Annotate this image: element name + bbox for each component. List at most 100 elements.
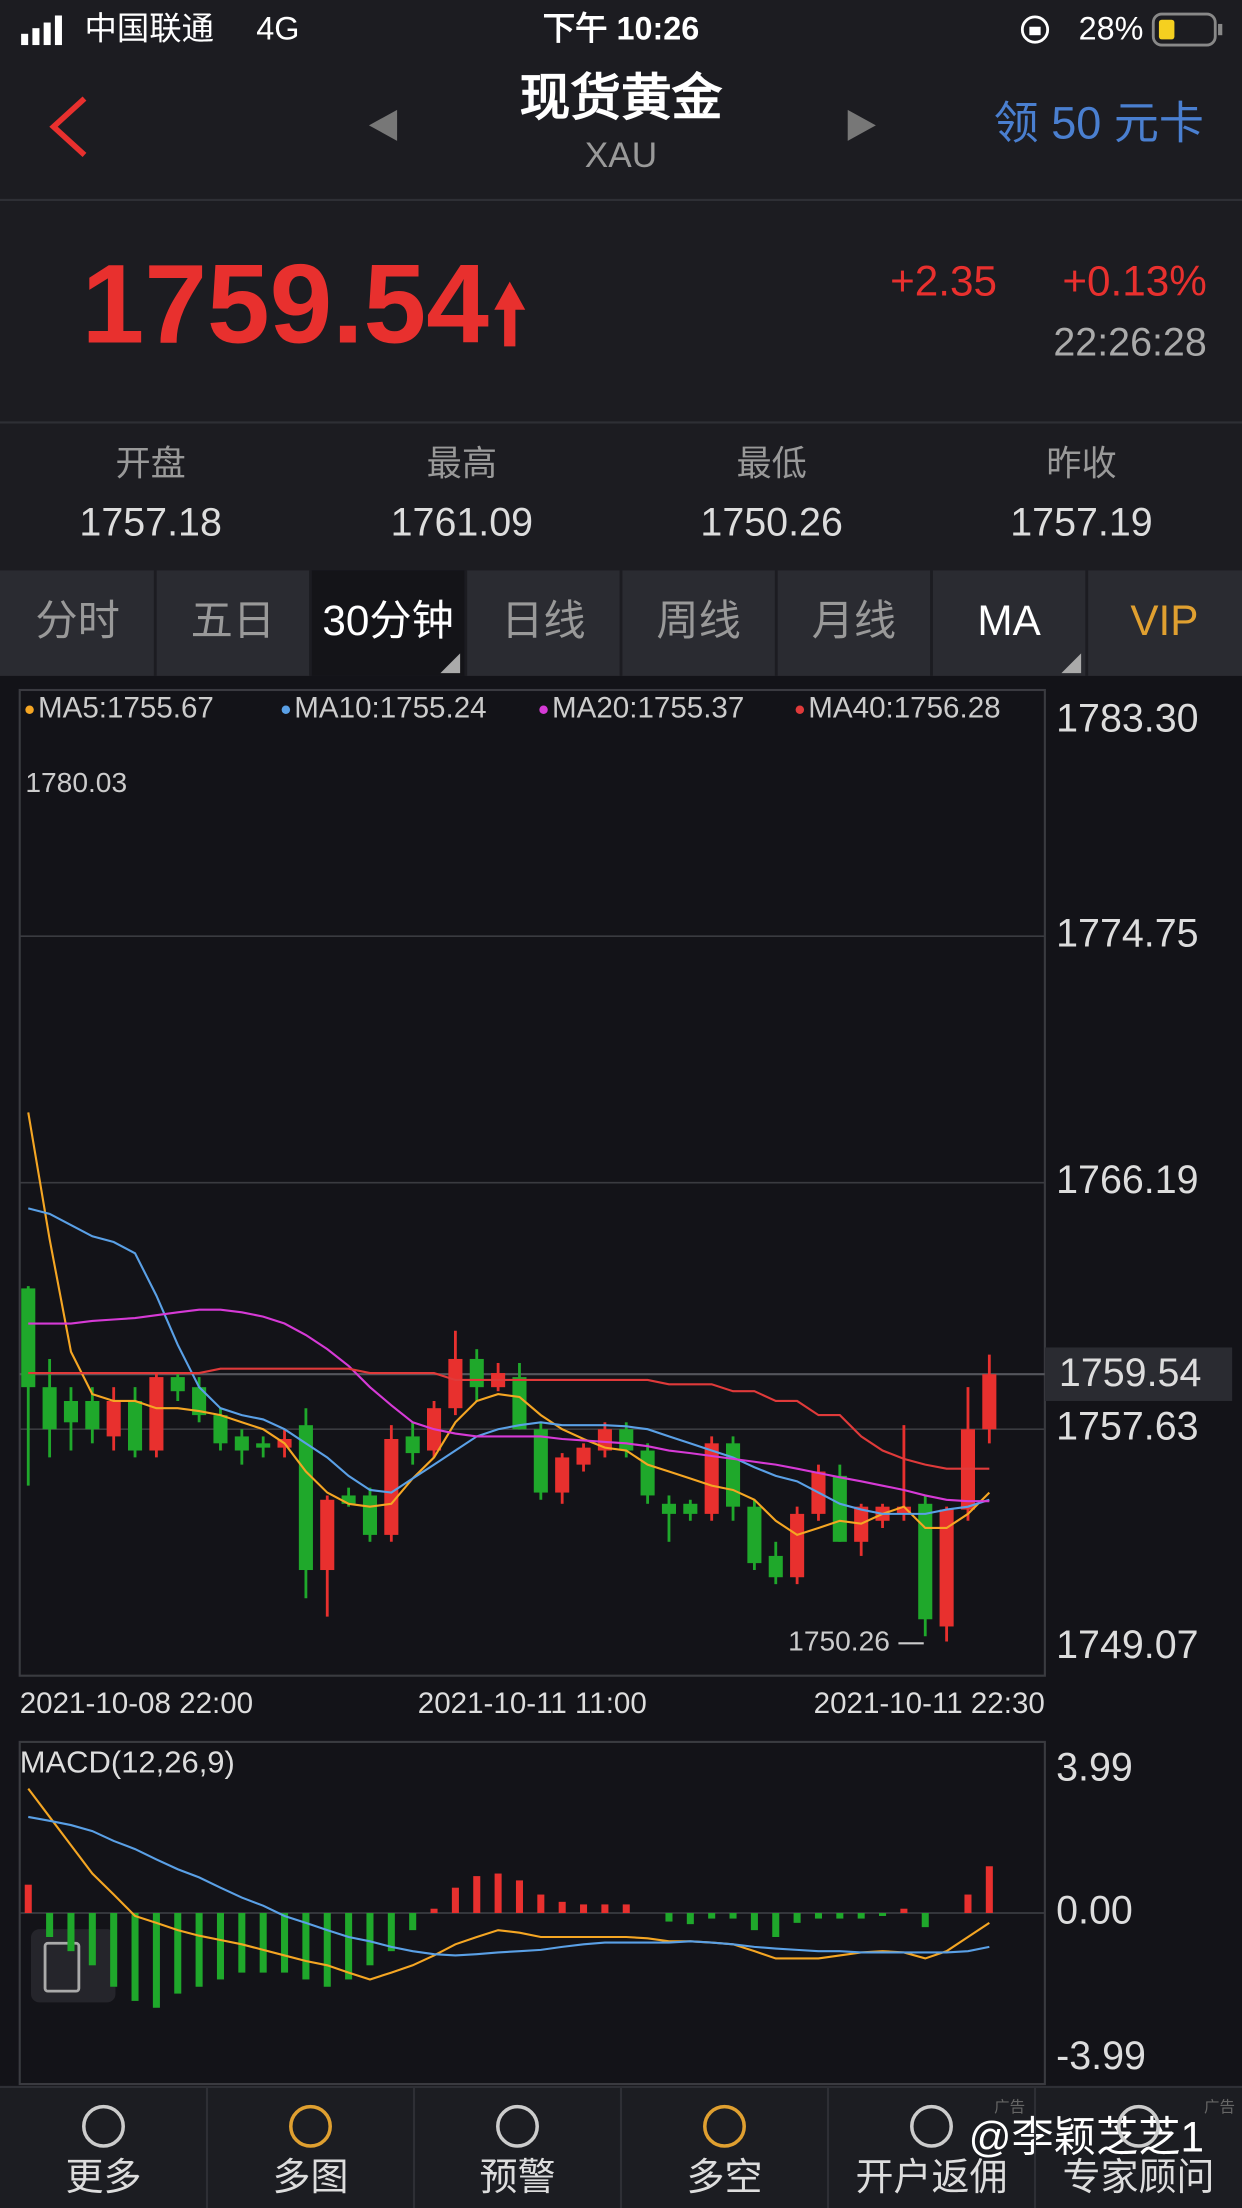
macd-bar <box>879 1912 887 1916</box>
battery-text: 28% <box>1079 11 1144 47</box>
macd-bar <box>964 1894 972 1913</box>
candle-body <box>234 1436 249 1451</box>
stat-label: 开盘 <box>115 444 185 483</box>
legend-label: MA5:1755.67 <box>38 692 214 725</box>
macd-bar <box>88 1912 96 1966</box>
candle-body <box>832 1475 847 1542</box>
macd-bar <box>323 1912 331 1987</box>
stat-value: 1761.09 <box>391 501 533 545</box>
candle-body <box>661 1503 677 1514</box>
macd-bar <box>772 1912 780 1938</box>
nav-label[interactable]: 开户返佣 <box>855 2157 1007 2199</box>
macd-bar <box>451 1887 459 1913</box>
candle-body <box>256 1443 271 1448</box>
tab[interactable]: 30分钟 <box>322 597 453 644</box>
candle-body <box>405 1436 420 1454</box>
candle-body <box>149 1377 164 1451</box>
battery-icon <box>1151 12 1223 47</box>
macd-bar <box>814 1912 822 1919</box>
macd-bar <box>430 1908 438 1913</box>
top-background <box>0 0 1242 571</box>
candle-body <box>170 1377 185 1392</box>
macd-bar <box>515 1880 523 1913</box>
candle-body <box>85 1400 100 1430</box>
ad-label: 广告 <box>994 2098 1025 2116</box>
nav-label[interactable]: 预警 <box>479 2157 555 2199</box>
candle-body <box>42 1387 57 1430</box>
macd-bar <box>558 1901 566 1913</box>
candle-body <box>918 1503 933 1620</box>
stat-value: 1757.19 <box>1010 501 1152 545</box>
macd-bar <box>131 1912 139 2001</box>
macd-bar <box>67 1912 75 1952</box>
tab[interactable]: VIP <box>1130 597 1198 644</box>
candle-body <box>704 1443 719 1514</box>
macd-bar <box>110 1912 118 1987</box>
tab[interactable]: 分时 <box>35 597 119 644</box>
y-tick-label: 1749.07 <box>1056 1623 1198 1667</box>
watermark: @李颖芝芝1 <box>969 2114 1204 2161</box>
signal-icon <box>21 15 62 46</box>
candle-body <box>790 1513 805 1578</box>
candle-body <box>512 1377 527 1430</box>
clock: 下午 10:26 <box>543 11 700 47</box>
x-tick-label: 2021-10-11 11:00 <box>418 1687 647 1720</box>
candle-body <box>384 1439 399 1535</box>
tab[interactable]: 周线 <box>656 597 740 644</box>
prev-button[interactable] <box>368 109 398 141</box>
next-button[interactable] <box>847 109 876 141</box>
lock-icon <box>1020 15 1050 44</box>
macd-bar <box>409 1912 417 1931</box>
candle-body <box>63 1400 79 1423</box>
y-tick-label: 1757.63 <box>1056 1405 1198 1449</box>
candle-body <box>298 1425 313 1571</box>
macd-bar <box>708 1912 716 1919</box>
x-tick-label: 2021-10-08 22:00 <box>20 1687 253 1720</box>
stat-value: 1750.26 <box>700 501 842 545</box>
macd-bar <box>494 1873 502 1913</box>
macd-bar <box>387 1912 395 1952</box>
legend-label: MA10:1755.24 <box>294 692 486 725</box>
macd-title: MACD(12,26,9) <box>20 1745 235 1780</box>
candle-body <box>640 1450 655 1496</box>
tab-active <box>310 570 466 676</box>
network: 4G <box>256 11 299 47</box>
instrument-symbol: XAU <box>585 136 657 175</box>
tab[interactable]: MA <box>977 597 1041 644</box>
tab[interactable]: 五日 <box>191 597 275 644</box>
y-tick-label: 1783.30 <box>1056 696 1198 740</box>
nav-icon <box>1117 2104 1160 2148</box>
macd-bar <box>622 1904 630 1913</box>
nav-label[interactable]: 专家顾问 <box>1062 2157 1214 2199</box>
y-tick-label: 0.00 <box>1056 1888 1133 1932</box>
macd-bar <box>836 1912 844 1919</box>
nav-label[interactable]: 更多 <box>65 2157 141 2199</box>
macd-bar <box>580 1904 588 1913</box>
nav-icon <box>910 2104 953 2148</box>
y-tick-label: 1766.19 <box>1056 1158 1198 1202</box>
last-price-label: 1759.54 <box>1059 1351 1201 1395</box>
macd-bar <box>729 1912 737 1919</box>
tab[interactable]: 月线 <box>812 597 896 644</box>
back-button[interactable] <box>49 96 87 157</box>
nav-label[interactable]: 多图 <box>272 2157 348 2199</box>
macd-bar <box>46 1912 54 1938</box>
promo-link[interactable]: 领 50 元卡 <box>994 98 1204 149</box>
macd-bar <box>174 1912 182 1994</box>
candle-body <box>768 1555 783 1578</box>
tab[interactable]: 日线 <box>501 597 585 644</box>
x-tick-label: 2021-10-11 22:30 <box>814 1687 1045 1720</box>
candle-body <box>106 1400 121 1437</box>
carrier: 中国联通 <box>84 11 214 47</box>
y-tick-label: 1774.75 <box>1056 912 1198 956</box>
y-tick-label: -3.99 <box>1056 2034 1146 2078</box>
candle-body <box>320 1499 335 1571</box>
macd-bar <box>750 1912 758 1931</box>
macd-bar <box>281 1912 289 1973</box>
macd-bar <box>537 1894 545 1913</box>
nav-label[interactable]: 多空 <box>686 2157 762 2199</box>
candle-body <box>896 1506 911 1514</box>
stat-value: 1757.18 <box>79 501 221 545</box>
stat-label: 最低 <box>736 444 806 483</box>
